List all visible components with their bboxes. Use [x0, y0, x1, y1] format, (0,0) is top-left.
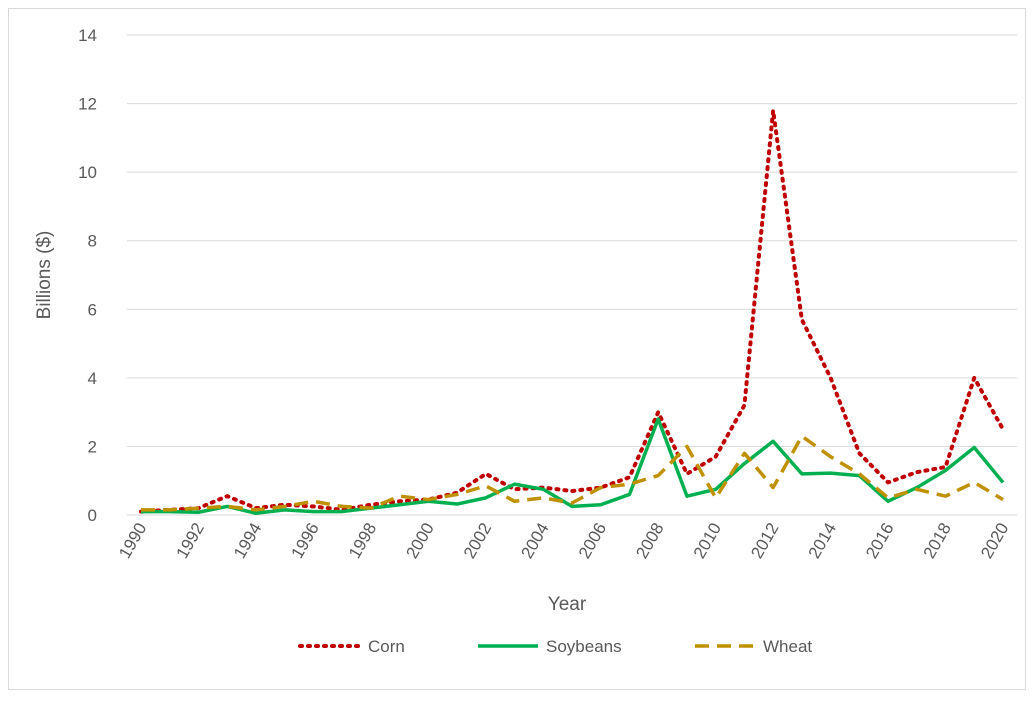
series-line	[141, 434, 1004, 512]
x-axis-title: Year	[548, 594, 587, 615]
y-axis-title: Billions ($)	[34, 231, 55, 320]
legend-label: Soybeans	[546, 637, 622, 656]
y-tick-label: 8	[88, 232, 97, 251]
y-tick-label: 10	[78, 163, 97, 182]
y-tick-label: 12	[78, 95, 97, 114]
y-tick-label: 2	[88, 437, 97, 456]
y-tick-label: 4	[88, 369, 97, 388]
y-tick-label: 14	[78, 26, 97, 45]
legend-label: Corn	[368, 637, 405, 656]
chart-frame	[8, 8, 1026, 690]
series-line	[139, 108, 1005, 514]
y-tick-label: 6	[88, 300, 97, 319]
y-tick-label: 0	[88, 506, 97, 525]
legend-label: Wheat	[763, 637, 812, 656]
